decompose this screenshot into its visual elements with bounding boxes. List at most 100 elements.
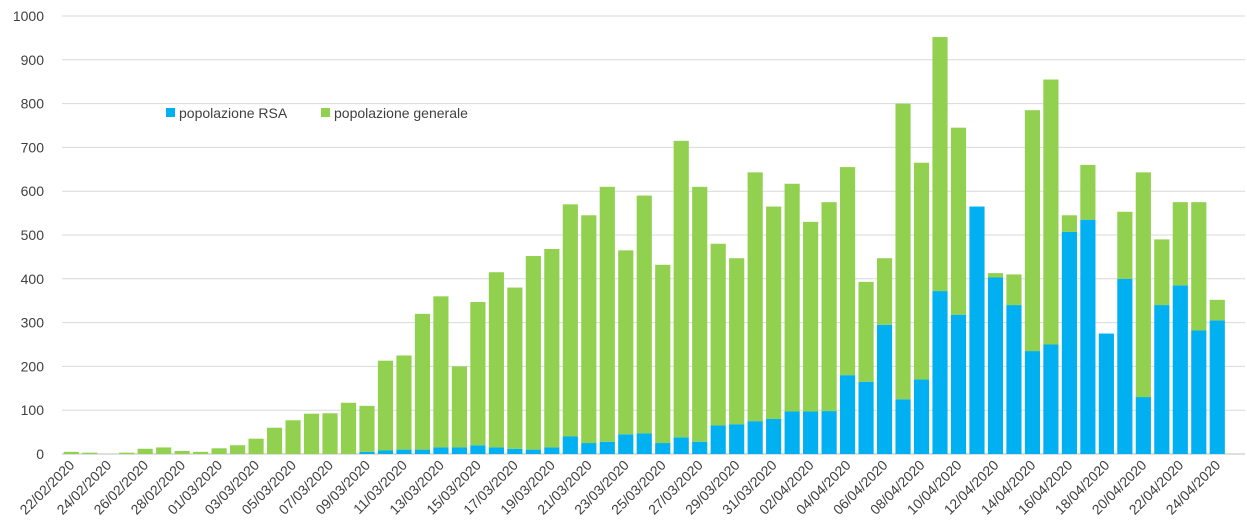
bar-generale <box>1061 215 1077 232</box>
y-tick-label: 0 <box>36 446 44 462</box>
bar-generale <box>340 402 357 454</box>
bar-generale <box>766 206 782 419</box>
bar-generale <box>562 204 578 437</box>
y-tick-label: 200 <box>21 358 45 374</box>
bar-generale <box>174 450 190 454</box>
bar-generale <box>451 366 467 448</box>
bar-rsa <box>451 447 467 454</box>
bar-rsa <box>1117 278 1133 454</box>
bar-generale <box>266 427 283 454</box>
y-axis-tick-labels: 0 100 200 300 400 500 600 700 800 900 1000 <box>13 8 44 462</box>
bar-generale <box>1135 172 1151 398</box>
bar-rsa <box>414 449 431 454</box>
bar-generale <box>433 296 449 448</box>
bar-generale <box>655 264 671 444</box>
legend-swatch-generale <box>321 108 330 117</box>
legend-label-rsa: popolazione RSA <box>179 105 288 121</box>
bar-rsa <box>766 418 782 454</box>
bar-generale <box>858 281 874 382</box>
bar-generale <box>488 272 504 448</box>
bar-rsa <box>747 421 763 454</box>
bar-generale <box>1209 299 1225 321</box>
bar-rsa <box>1024 351 1041 454</box>
bar-rsa <box>599 441 615 454</box>
legend-label-generale: popolazione generale <box>334 105 468 121</box>
bar-rsa <box>1080 219 1096 454</box>
bar-rsa <box>913 379 930 454</box>
bar-generale <box>248 438 264 454</box>
bar-generale <box>156 447 172 454</box>
bar-series <box>63 37 1225 454</box>
bar-generale <box>784 183 800 412</box>
bar-rsa <box>784 411 800 454</box>
bar-rsa <box>1172 285 1188 454</box>
bar-generale <box>63 451 79 454</box>
y-tick-label: 300 <box>21 315 45 331</box>
legend: popolazione RSA popolazione generale <box>166 105 468 121</box>
y-tick-label: 500 <box>21 227 45 243</box>
bar-generale <box>82 452 98 454</box>
bar-rsa <box>1098 333 1114 454</box>
bar-generale <box>1080 164 1096 220</box>
bar-rsa <box>1006 305 1022 454</box>
bar-rsa <box>655 443 671 454</box>
bar-rsa <box>1154 305 1170 454</box>
bar-generale <box>599 186 615 442</box>
bar-generale <box>747 172 763 422</box>
bar-generale <box>377 360 394 451</box>
bar-generale <box>987 273 1004 278</box>
bar-rsa <box>840 375 856 454</box>
bar-rsa <box>710 425 726 454</box>
bar-generale <box>840 167 856 376</box>
bar-generale <box>285 420 301 454</box>
bar-generale <box>618 250 634 435</box>
bar-rsa <box>1191 330 1207 454</box>
y-tick-label: 900 <box>21 52 45 68</box>
bar-rsa <box>1209 320 1225 454</box>
bar-generale <box>636 195 652 434</box>
bar-generale <box>673 140 689 438</box>
bar-generale <box>932 37 948 292</box>
bar-generale <box>230 445 246 454</box>
bar-generale <box>1191 202 1207 331</box>
bar-generale <box>1006 274 1022 306</box>
bar-generale <box>1024 110 1041 352</box>
bar-generale <box>950 127 967 315</box>
bar-generale <box>1117 211 1133 279</box>
bar-rsa <box>858 381 874 454</box>
bar-generale <box>581 215 597 444</box>
bar-rsa <box>895 399 911 454</box>
bar-generale <box>729 258 745 425</box>
bar-rsa <box>433 447 449 454</box>
bar-generale <box>470 302 486 446</box>
bar-rsa <box>618 434 634 454</box>
bar-rsa <box>950 314 967 454</box>
bar-generale <box>525 256 541 450</box>
bar-generale <box>913 162 930 380</box>
bar-rsa <box>987 277 1004 454</box>
bar-rsa <box>525 449 541 454</box>
bar-rsa <box>876 324 893 454</box>
bar-generale <box>1043 79 1059 345</box>
bar-rsa <box>803 411 819 454</box>
bar-rsa <box>692 441 708 454</box>
bar-rsa <box>636 433 652 454</box>
bar-generale <box>137 448 153 454</box>
x-axis-tick-labels: 22/02/202024/02/202026/02/202028/02/2020… <box>16 457 1223 518</box>
bar-generale <box>396 355 412 450</box>
y-tick-label: 1000 <box>13 8 44 24</box>
bar-generale <box>119 452 135 454</box>
y-tick-label: 600 <box>21 183 45 199</box>
bar-rsa <box>821 411 837 454</box>
bar-rsa <box>544 447 560 454</box>
bar-rsa <box>377 450 394 454</box>
gridlines <box>62 15 1245 455</box>
bar-rsa <box>1061 231 1077 454</box>
bar-generale <box>414 313 431 450</box>
bar-rsa <box>396 449 412 454</box>
legend-swatch-rsa <box>166 108 175 117</box>
bar-generale <box>507 287 523 449</box>
bar-rsa <box>969 206 985 454</box>
bar-generale <box>692 186 708 442</box>
